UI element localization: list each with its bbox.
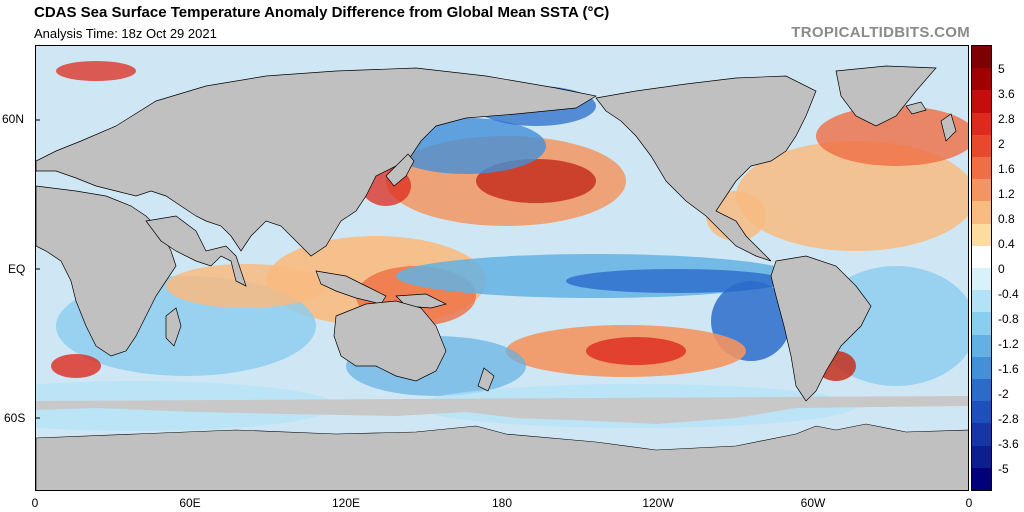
colorbar-label: 2 bbox=[998, 137, 1005, 151]
lon-label-0-east: 0 bbox=[965, 496, 973, 510]
colorbar-label: -0.8 bbox=[998, 312, 1019, 326]
colorbar-label: -3.6 bbox=[998, 437, 1019, 451]
colorbar-swatch bbox=[972, 290, 991, 313]
colorbar-label: -2 bbox=[998, 387, 1009, 401]
lon-label-120w: 120W bbox=[642, 496, 674, 510]
colorbar-label: -0.4 bbox=[998, 287, 1019, 301]
lon-label-120e: 120E bbox=[331, 496, 361, 510]
colorbar-swatch bbox=[972, 46, 991, 69]
colorbar-swatch bbox=[972, 134, 991, 158]
site-watermark: TROPICALTIDBITS.COM bbox=[791, 24, 970, 41]
colorbar-label: 0 bbox=[998, 262, 1005, 276]
lon-label-0: 0 bbox=[31, 496, 39, 510]
colorbar-swatch bbox=[972, 201, 991, 225]
colorbar-label: -1.2 bbox=[998, 337, 1019, 351]
continents bbox=[36, 65, 957, 402]
colorbar-swatch bbox=[972, 157, 991, 180]
lat-label-60n: 60N bbox=[2, 112, 25, 126]
colorbar-swatch bbox=[972, 467, 991, 491]
colorbar-swatch bbox=[972, 245, 991, 269]
colorbar-label: 3.6 bbox=[998, 87, 1015, 101]
colorbar-swatch bbox=[972, 445, 991, 469]
colorbar-swatch bbox=[972, 379, 991, 402]
colorbar bbox=[971, 45, 992, 491]
colorbar-label: 1.6 bbox=[998, 162, 1015, 176]
lat-label-eq: EQ bbox=[8, 262, 26, 276]
colorbar-swatch bbox=[972, 223, 991, 247]
colorbar-label: 5 bbox=[998, 62, 1005, 76]
lon-label-60w: 60W bbox=[800, 496, 826, 510]
colorbar-swatch bbox=[972, 356, 991, 380]
map-canvas bbox=[36, 46, 968, 490]
colorbar-label: -2.8 bbox=[998, 412, 1019, 426]
graticule bbox=[36, 119, 40, 419]
colorbar-swatch bbox=[972, 268, 991, 291]
colorbar-swatch bbox=[972, 112, 991, 136]
colorbar-swatch bbox=[972, 334, 991, 358]
sst-anomaly-map bbox=[35, 45, 969, 491]
lon-label-60e: 60E bbox=[179, 496, 201, 510]
colorbar-swatch bbox=[972, 423, 991, 447]
lon-label-180: 180 bbox=[491, 496, 513, 510]
analysis-time: Analysis Time: 18z Oct 29 2021 bbox=[34, 26, 217, 41]
lat-label-60s: 60S bbox=[4, 411, 26, 425]
antarctica bbox=[36, 396, 968, 490]
colorbar-label: 1.2 bbox=[998, 187, 1015, 201]
colorbar-swatch bbox=[972, 68, 991, 91]
colorbar-label: 0.8 bbox=[998, 212, 1015, 226]
colorbar-label: 0.4 bbox=[998, 237, 1015, 251]
colorbar-label: 2.8 bbox=[998, 112, 1015, 126]
colorbar-swatch bbox=[972, 312, 991, 336]
colorbar-swatch bbox=[972, 179, 991, 202]
colorbar-label: -5 bbox=[998, 462, 1009, 476]
page-title: CDAS Sea Surface Temperature Anomaly Dif… bbox=[34, 4, 610, 21]
colorbar-swatch bbox=[972, 401, 991, 424]
colorbar-label: -1.6 bbox=[998, 362, 1019, 376]
colorbar-swatch bbox=[972, 90, 991, 114]
